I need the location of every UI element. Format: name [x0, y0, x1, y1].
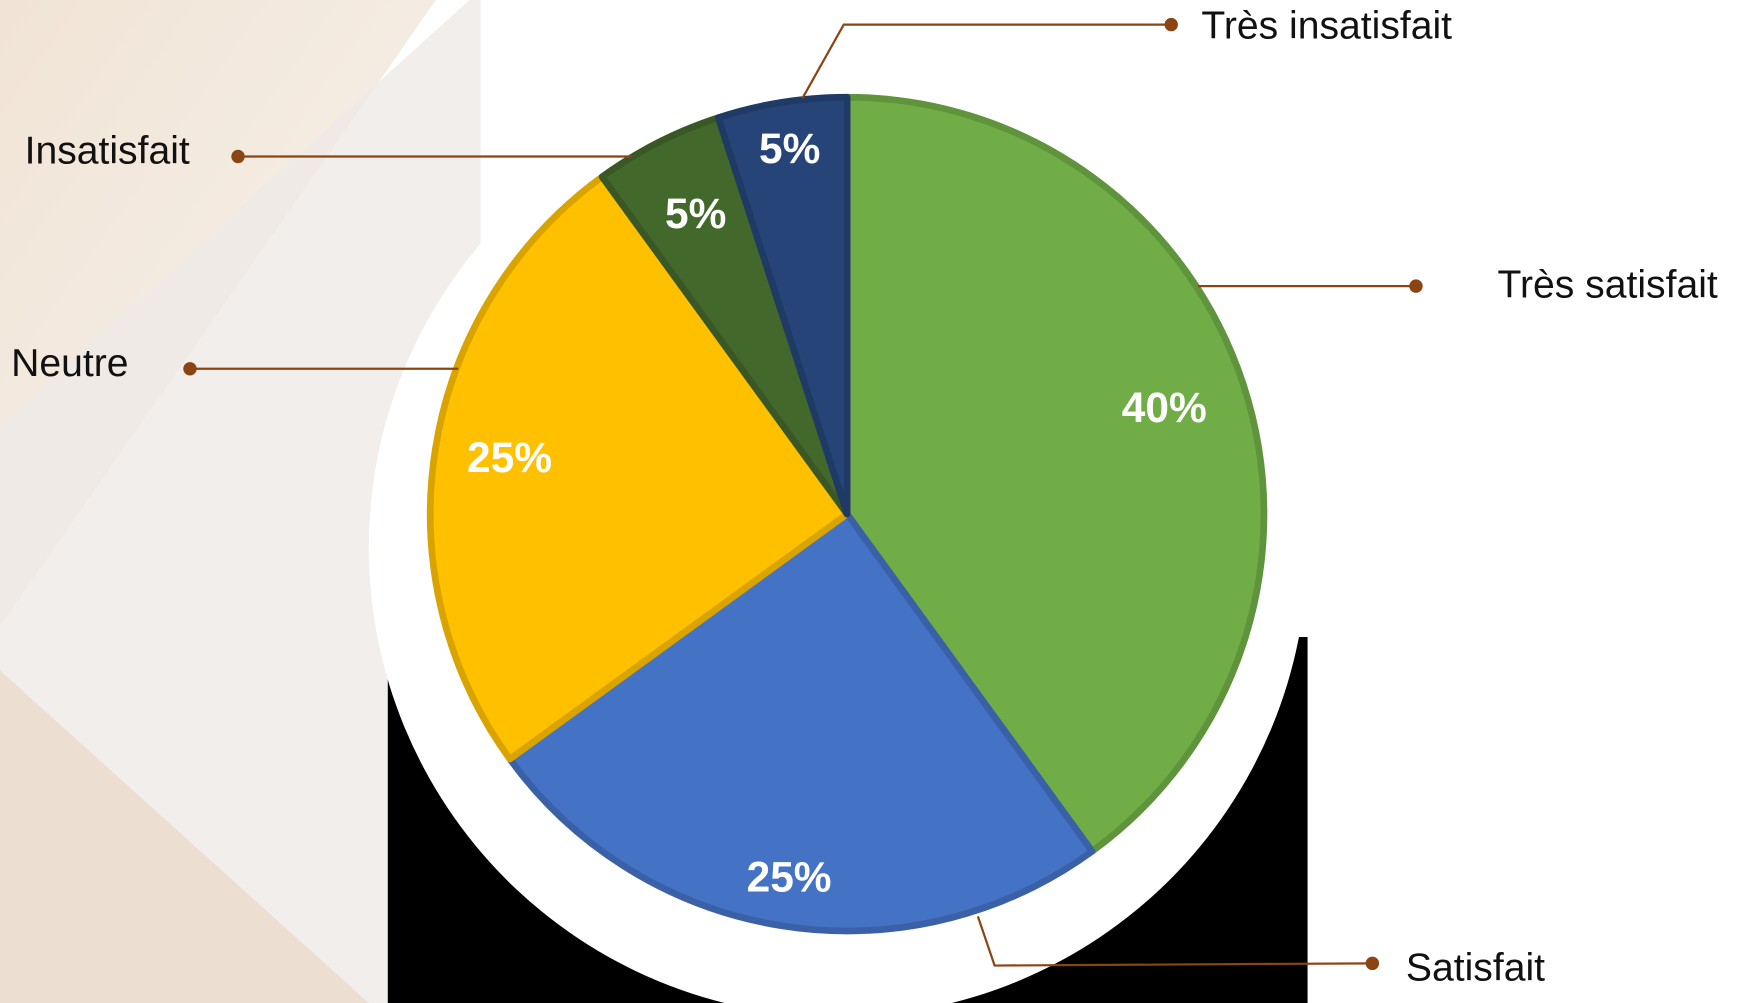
background-image: [0, 0, 481, 1003]
leader-dot: [1409, 279, 1423, 293]
leader-line: [801, 23, 1172, 99]
pie-slice: [426, 173, 851, 763]
value-label: 25%: [467, 434, 552, 481]
leader-dot: [231, 149, 245, 164]
category-label: Satisfait: [1406, 946, 1545, 989]
category-label: Neutre: [11, 342, 128, 385]
category-label: Très insatisfait: [1201, 4, 1452, 47]
value-label: 25%: [747, 854, 832, 901]
value-label: 5%: [665, 190, 726, 237]
value-label: 5%: [759, 125, 820, 172]
leader-line: [976, 916, 1373, 967]
leader-dot: [183, 362, 197, 376]
leader-dot: [1164, 17, 1178, 32]
background-image: [0, 670, 369, 1003]
pie-slice: [843, 93, 1268, 855]
category-label: Très satisfait: [1498, 264, 1718, 307]
pie-slice: [506, 510, 1096, 935]
pie-slice: [714, 93, 851, 518]
leader-dot: [1365, 956, 1380, 971]
category-label: Insatisfait: [25, 129, 190, 172]
value-label: 40%: [1122, 384, 1207, 431]
